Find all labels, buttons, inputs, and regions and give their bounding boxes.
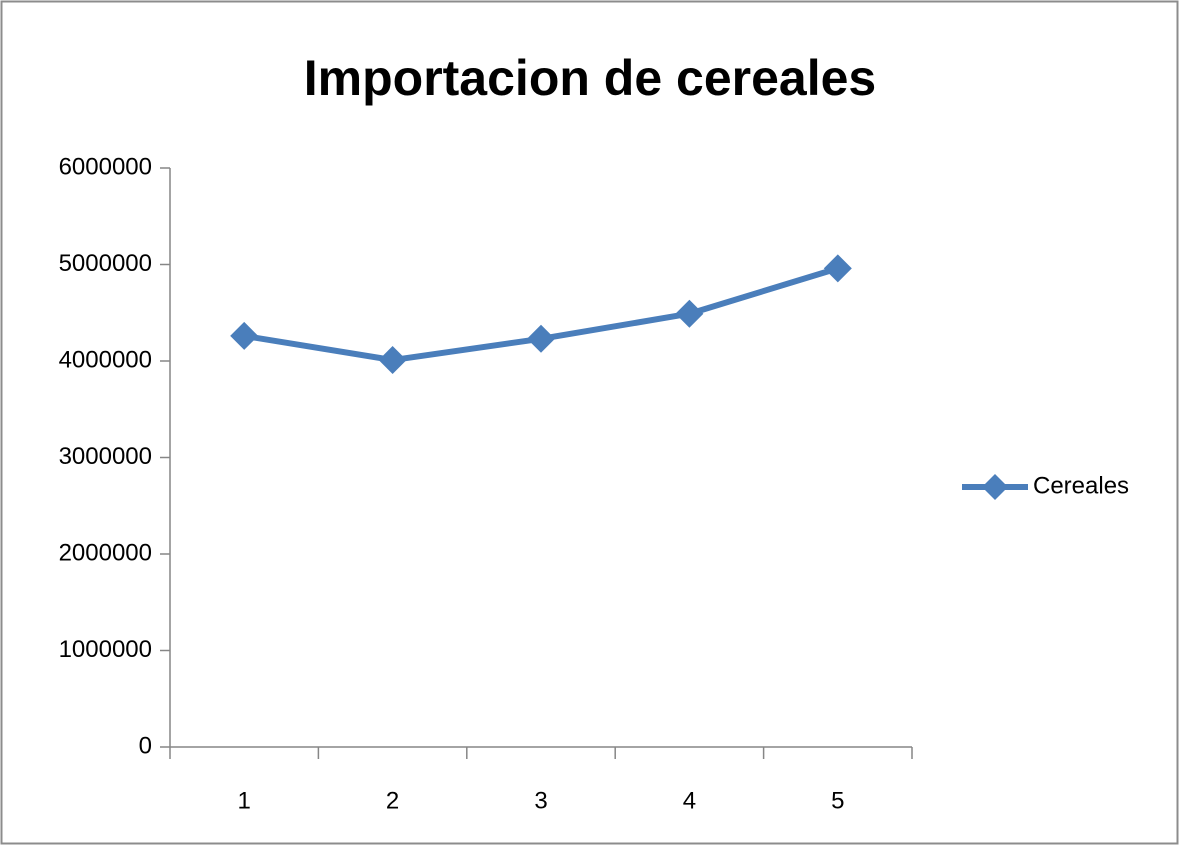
y-tick-label: 0	[139, 732, 152, 759]
y-tick-label: 5000000	[59, 250, 152, 277]
legend-label: Cereales	[1033, 472, 1129, 499]
legend-marker	[982, 474, 1008, 500]
data-point	[230, 321, 259, 350]
data-point	[675, 299, 704, 328]
chart-title: Importacion de cereales	[304, 50, 876, 106]
x-tick-label: 5	[831, 787, 844, 814]
x-tick-label: 3	[534, 787, 547, 814]
y-tick-label: 4000000	[59, 346, 152, 373]
data-point	[527, 324, 555, 353]
x-tick-label: 2	[386, 787, 399, 814]
data-point	[378, 346, 407, 375]
data-point	[823, 254, 852, 283]
y-tick-label: 3000000	[59, 443, 152, 470]
y-tick-label: 6000000	[59, 153, 152, 180]
x-tick-label: 4	[683, 787, 696, 814]
x-tick-label: 1	[238, 787, 251, 814]
y-tick-label: 2000000	[59, 539, 152, 566]
y-tick-label: 1000000	[59, 636, 152, 663]
